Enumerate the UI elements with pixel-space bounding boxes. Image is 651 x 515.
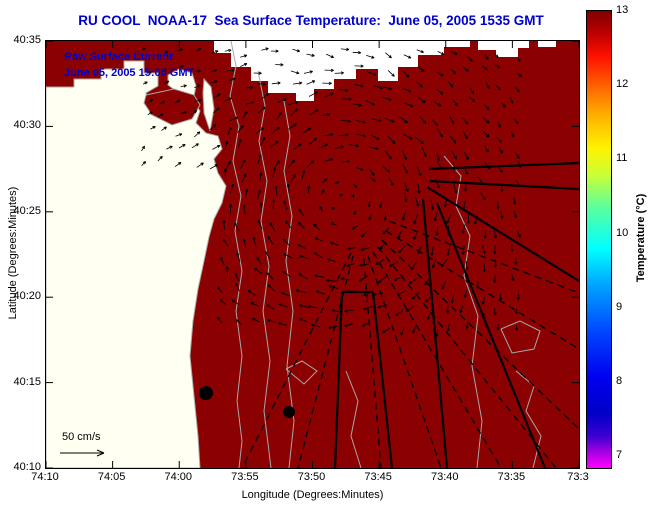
scale-arrow-head — [96, 449, 105, 457]
y-tick-label: 40:15 — [13, 375, 41, 388]
x-tick-label: 73:35 — [497, 471, 526, 483]
radial-dashed-line — [297, 255, 354, 468]
bathymetry-contour — [443, 155, 483, 468]
station-dot — [199, 386, 213, 400]
radial-dashed-line — [385, 230, 579, 350]
bathymetry-contour — [345, 370, 362, 468]
colorbar-tick-label: 9 — [616, 300, 623, 313]
sst-map-canvas — [46, 41, 579, 468]
temperature-colorbar — [586, 10, 612, 469]
y-tick-label: 40:20 — [13, 290, 41, 303]
colorbar-tick-label: 8 — [616, 374, 623, 387]
transect-line — [333, 291, 344, 468]
y-tick-label: 40:30 — [13, 119, 41, 132]
cloud-mask — [478, 41, 529, 57]
transect-line — [426, 186, 579, 282]
radial-dashed-line — [372, 251, 502, 468]
transect-line — [428, 161, 579, 171]
x-tick-label: 74:10 — [31, 471, 59, 483]
bathymetry-contour — [257, 70, 272, 468]
current-overlay-title: Raw Surface Current — [64, 51, 173, 63]
colorbar-tick-label: 10 — [616, 226, 629, 239]
y-tick-label: 40:25 — [13, 204, 41, 217]
bay-water — [143, 88, 201, 126]
cloud-mask — [538, 41, 556, 47]
colorbar-tick-label: 12 — [616, 78, 629, 91]
map-plot-area: Raw Surface Current June 05, 2005 15:00 … — [45, 40, 580, 469]
x-axis-label: Longitude (Degrees:Minutes) — [241, 489, 384, 501]
y-tick-label: 40:10 — [13, 461, 41, 473]
transect-line — [428, 179, 579, 191]
bathymetry-contour — [285, 360, 318, 385]
colorbar-tick-label: 13 — [616, 4, 629, 16]
x-tick-label: 73:50 — [297, 471, 326, 483]
current-vectors — [141, 47, 523, 337]
transect-line — [371, 291, 394, 468]
x-tick-label: 73:40 — [430, 471, 459, 483]
x-tick-label: 74:00 — [164, 471, 193, 483]
radial-dashed-line — [363, 258, 382, 468]
figure-title: RU COOL NOAA-17 Sea Surface Temperature:… — [78, 13, 544, 28]
transect-line — [421, 198, 449, 468]
x-tick-label: 73:55 — [231, 471, 259, 483]
bathymetry-contour — [283, 100, 295, 468]
current-scale-label: 50 cm/s — [62, 431, 101, 443]
bathymetry-contour — [229, 41, 243, 468]
sandy-hook-spit — [202, 77, 215, 132]
x-tick-label: 74:05 — [97, 471, 126, 483]
bathymetry-contour — [500, 320, 541, 354]
transect-line — [435, 202, 547, 468]
radial-dashed-line — [381, 239, 579, 430]
station-dot — [283, 406, 295, 418]
x-tick-label: 73:3 — [567, 471, 589, 483]
y-tick-label: 40:35 — [13, 34, 41, 46]
colorbar-tick-label: 11 — [616, 152, 628, 165]
colorbar-label: Temperature (°C) — [635, 193, 647, 283]
current-overlay-timestamp: June 05, 2005 15:00 GMT — [64, 67, 195, 79]
radial-dashed-line — [241, 252, 352, 468]
radial-dashed-line — [367, 255, 442, 468]
radial-dashed-line — [388, 220, 579, 294]
x-tick-label: 73:45 — [364, 471, 392, 483]
colorbar-tick-label: 7 — [616, 449, 623, 461]
